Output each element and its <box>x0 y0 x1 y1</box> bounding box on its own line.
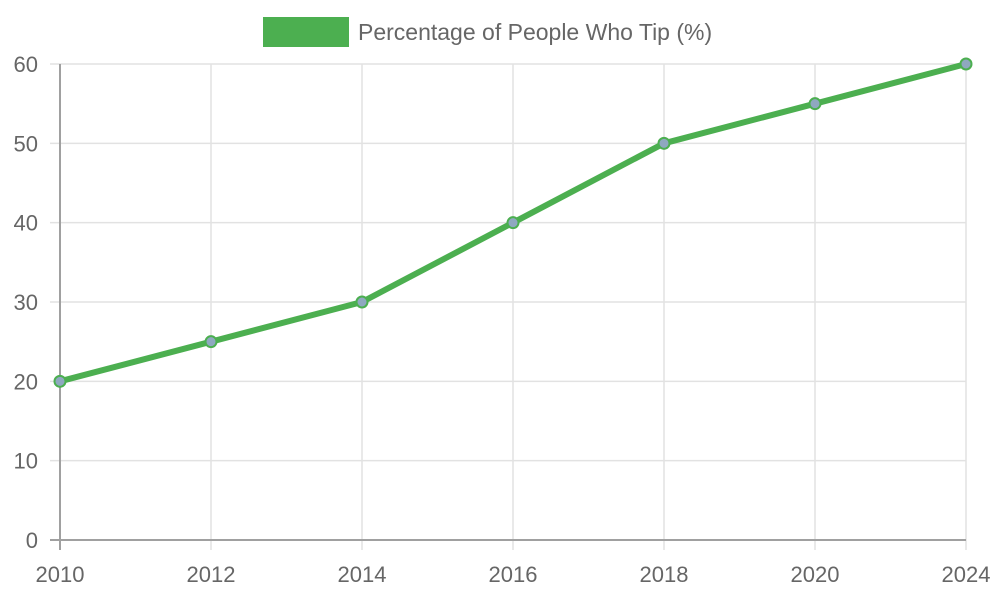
axes <box>50 64 966 550</box>
y-tick-label: 0 <box>26 528 38 553</box>
x-tick-label: 2016 <box>489 562 538 587</box>
legend[interactable]: Percentage of People Who Tip (%) <box>263 17 712 47</box>
x-axis-ticks: 2010 2012 2014 2016 2018 2020 2024 <box>36 562 991 587</box>
data-series <box>53 57 973 388</box>
y-tick-label: 30 <box>14 290 38 315</box>
y-axis-ticks: 0 10 20 30 40 50 60 <box>14 52 38 553</box>
grid-lines <box>50 63 967 550</box>
x-tick-label: 2010 <box>36 562 85 587</box>
y-tick-label: 50 <box>14 131 38 156</box>
data-point[interactable] <box>204 335 218 349</box>
data-point[interactable] <box>355 295 369 309</box>
data-point[interactable] <box>808 97 822 111</box>
data-point[interactable] <box>959 57 973 71</box>
y-tick-label: 60 <box>14 52 38 77</box>
x-tick-label: 2018 <box>640 562 689 587</box>
y-tick-label: 10 <box>14 449 38 474</box>
y-tick-label: 40 <box>14 211 38 236</box>
y-tick-label: 20 <box>14 369 38 394</box>
x-tick-label: 2024 <box>942 562 991 587</box>
data-point[interactable] <box>657 136 671 150</box>
x-tick-label: 2012 <box>187 562 236 587</box>
legend-label: Percentage of People Who Tip (%) <box>358 19 712 45</box>
data-point[interactable] <box>53 374 67 388</box>
legend-swatch <box>263 17 349 47</box>
x-tick-label: 2020 <box>791 562 840 587</box>
x-tick-label: 2014 <box>338 562 387 587</box>
data-point[interactable] <box>506 216 520 230</box>
